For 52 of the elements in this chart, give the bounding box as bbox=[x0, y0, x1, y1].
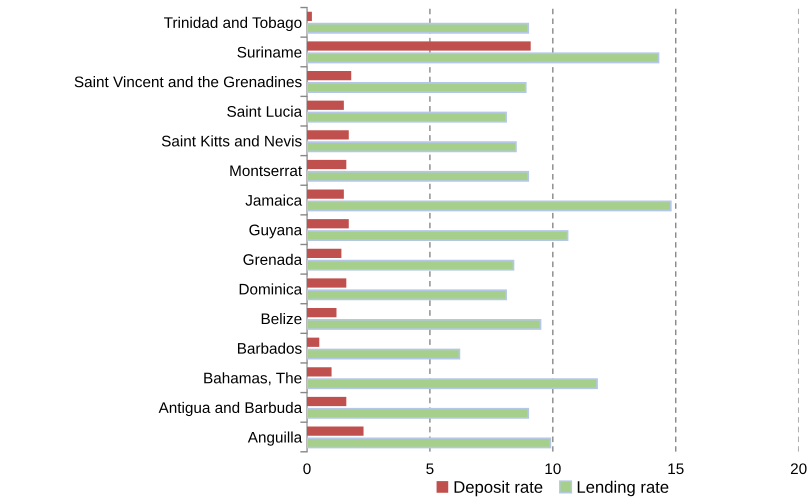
bar bbox=[306, 408, 530, 419]
x-tick-label: 10 bbox=[545, 463, 561, 474]
y-tick-label: Barbados bbox=[238, 342, 302, 354]
bar bbox=[306, 248, 342, 258]
bar bbox=[306, 71, 352, 80]
bar bbox=[306, 219, 349, 228]
y-tick-label: Anguilla bbox=[248, 431, 302, 446]
bar bbox=[306, 112, 507, 123]
bar bbox=[306, 348, 460, 360]
bar bbox=[306, 41, 531, 51]
y-tick-label: Bahamas, The bbox=[204, 372, 302, 386]
y-tick-label: Saint Vincent and the Grenadines bbox=[74, 76, 302, 88]
bar bbox=[306, 367, 332, 376]
y-tick-label: Suriname bbox=[237, 46, 302, 58]
y-tick-label: Grenada bbox=[243, 254, 302, 265]
bar bbox=[306, 141, 517, 152]
bar bbox=[306, 278, 346, 288]
bar bbox=[306, 190, 344, 199]
bar bbox=[306, 82, 527, 93]
bar bbox=[306, 289, 507, 300]
y-tick-label: Montserrat bbox=[230, 165, 302, 176]
bar bbox=[306, 260, 514, 271]
legend-label: Lending rate bbox=[578, 480, 668, 496]
y-tick-label: Saint Kitts and Nevis bbox=[162, 135, 302, 146]
bar bbox=[306, 426, 364, 436]
bar bbox=[306, 22, 530, 34]
bar bbox=[306, 130, 349, 140]
y-tick-label: Antigua and Barbuda bbox=[158, 402, 302, 416]
y-tick-label: Jamaica bbox=[245, 194, 302, 206]
bar bbox=[306, 396, 346, 406]
bar bbox=[306, 437, 552, 448]
bar bbox=[306, 52, 660, 64]
bar bbox=[306, 170, 530, 182]
y-tick-label: Guyana bbox=[249, 224, 302, 238]
x-tick-label: 20 bbox=[790, 463, 807, 474]
bar bbox=[306, 160, 346, 170]
y-tick-label: Dominica bbox=[240, 283, 302, 295]
x-tick-label: 0 bbox=[303, 463, 311, 474]
y-tick-label: Saint Lucia bbox=[227, 106, 302, 117]
legend-label: Deposit rate bbox=[454, 480, 542, 496]
x-tick-label: 15 bbox=[668, 463, 684, 474]
bar bbox=[306, 378, 598, 390]
x-tick-label: 5 bbox=[426, 463, 434, 474]
y-tick-label: Belize bbox=[262, 312, 302, 324]
bar bbox=[306, 12, 312, 22]
bar bbox=[306, 230, 568, 242]
bar bbox=[306, 318, 542, 330]
bar bbox=[306, 338, 320, 347]
bar bbox=[306, 308, 336, 318]
bar bbox=[306, 200, 672, 212]
bar bbox=[306, 100, 344, 110]
y-tick-label: Trinidad and Tobago bbox=[164, 16, 302, 32]
